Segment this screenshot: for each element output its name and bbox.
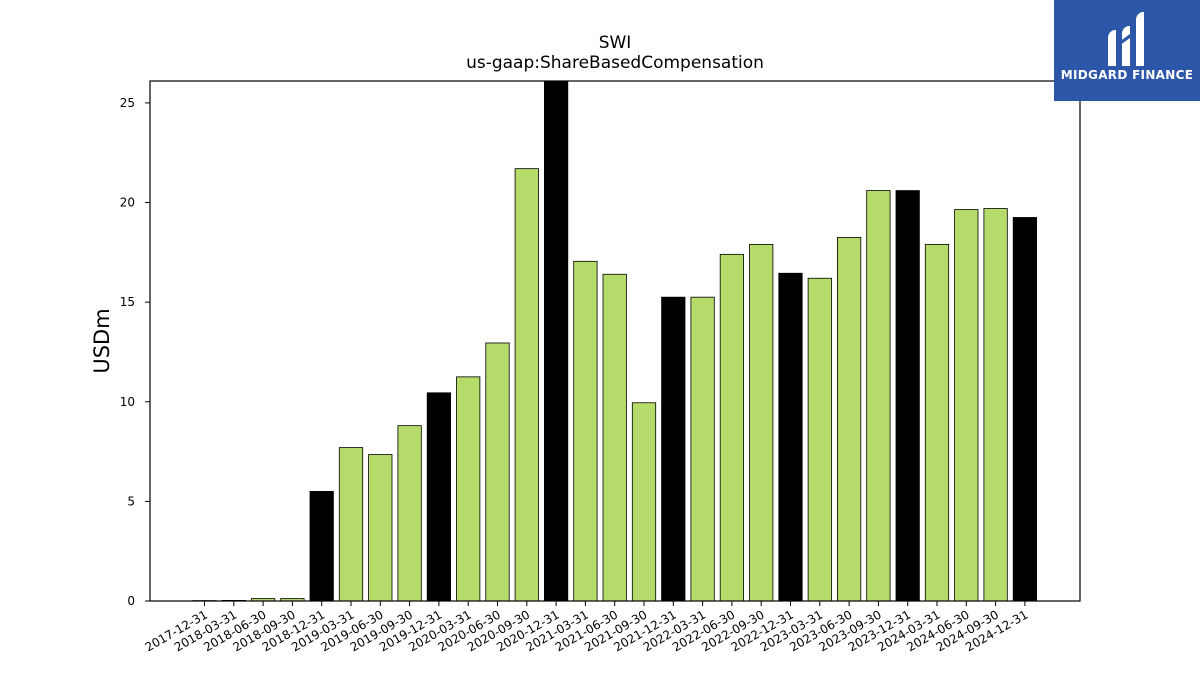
bar-2023-06-30 <box>837 236 862 602</box>
bar-2024-03-31 <box>924 243 950 602</box>
x-axis-ticks: 2017-12-312018-03-312018-06-302018-09-30… <box>143 601 1030 654</box>
bar-2019-12-31 <box>426 392 452 602</box>
midgard-finance-logo: MIDGARD FINANCE <box>1054 0 1200 101</box>
bar-2021-09-30 <box>631 402 657 602</box>
bar-2024-12-31 <box>1012 217 1038 602</box>
y-axis-ticks: 0 5 10 15 20 25 <box>120 96 150 608</box>
bar-2022-03-31 <box>690 296 715 602</box>
chart-title: SWI <box>599 33 632 53</box>
chart-subtitle: us-gaap:ShareBasedCompensation <box>466 53 764 73</box>
bar-2023-09-30 <box>866 190 891 602</box>
y-tick-label: 25 <box>120 96 135 110</box>
bar-2019-09-30 <box>397 425 422 602</box>
bar-2022-06-30 <box>719 253 745 602</box>
y-tick-label: 20 <box>120 196 135 210</box>
y-axis-label: USDm <box>90 308 114 373</box>
bar-2023-12-31 <box>895 190 920 602</box>
bar-2024-06-30 <box>954 209 979 602</box>
bar-2019-06-30 <box>368 454 393 602</box>
bar-2022-12-31 <box>778 272 803 602</box>
bar-2020-12-31 <box>544 80 569 602</box>
bar-2022-09-30 <box>749 243 774 602</box>
y-tick-label: 5 <box>127 494 135 508</box>
y-tick-label: 0 <box>127 594 135 608</box>
bar-2018-12-31 <box>309 491 334 602</box>
bar-2024-09-30 <box>983 208 1008 602</box>
y-tick-label: 10 <box>120 395 135 409</box>
bar-2021-06-30 <box>602 273 627 602</box>
bar-2023-03-31 <box>807 277 832 602</box>
y-tick-label: 15 <box>120 295 135 309</box>
bars-group <box>192 80 1038 602</box>
bar-2020-03-31 <box>456 376 481 602</box>
bar-2021-12-31 <box>661 296 686 602</box>
logo-text: MIDGARD FINANCE <box>1060 68 1194 82</box>
bar-2020-09-30 <box>514 168 539 602</box>
bar-2020-06-30 <box>485 342 510 602</box>
logo-mark-icon <box>1108 12 1144 66</box>
plot-frame <box>149 80 1081 602</box>
bar-2021-03-31 <box>573 260 598 602</box>
bar-2019-03-31 <box>338 447 364 602</box>
